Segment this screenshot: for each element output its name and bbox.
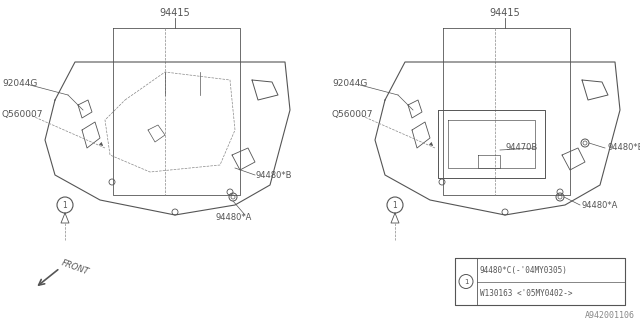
- Text: 1: 1: [63, 201, 67, 210]
- Text: W130163 <'05MY0402->: W130163 <'05MY0402->: [480, 289, 573, 298]
- Text: 94470B: 94470B: [505, 143, 537, 153]
- Text: 94415: 94415: [159, 8, 190, 18]
- Text: 92044G: 92044G: [2, 78, 37, 87]
- Text: 94480*B: 94480*B: [256, 171, 292, 180]
- Text: 94415: 94415: [490, 8, 520, 18]
- Text: A942001106: A942001106: [585, 310, 635, 319]
- Text: FRONT: FRONT: [60, 259, 90, 277]
- Text: 94480*C(-'04MY0305): 94480*C(-'04MY0305): [480, 266, 568, 275]
- Text: 92044G: 92044G: [332, 78, 367, 87]
- Text: 1: 1: [464, 278, 468, 284]
- Text: Q560007: Q560007: [332, 110, 374, 119]
- Text: 1: 1: [392, 201, 397, 210]
- Text: 94480*B: 94480*B: [607, 143, 640, 153]
- Text: Q560007: Q560007: [2, 110, 44, 119]
- Text: 94480*A: 94480*A: [582, 201, 618, 210]
- Text: 94480*A: 94480*A: [215, 213, 252, 222]
